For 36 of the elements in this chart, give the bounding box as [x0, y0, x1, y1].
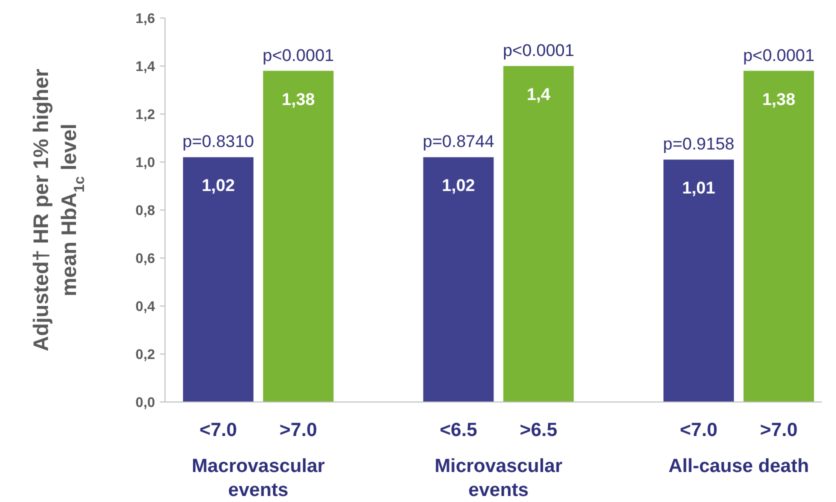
y-tick-label: 1,2: [136, 106, 156, 122]
data-label: 1,38: [282, 90, 315, 109]
bar: [503, 66, 574, 402]
x-tick-label: <7.0: [680, 420, 718, 441]
y-tick-label: 1,4: [136, 58, 156, 74]
x-tick-label: >7.0: [760, 420, 798, 441]
bar: [744, 70, 814, 402]
data-label: 1,02: [442, 176, 476, 196]
annotation: p=0.8310: [182, 132, 254, 152]
y-tick-label: 0,8: [136, 202, 156, 218]
y-tick-label: 0,4: [136, 298, 156, 314]
y-tick-label: 0,0: [136, 394, 156, 410]
x-tick-label: <7.0: [199, 420, 237, 441]
data-label: 1,02: [202, 176, 235, 196]
bar: [183, 157, 254, 402]
text: Microvascular events: [434, 456, 563, 501]
y-tick-label: 1,0: [136, 154, 156, 170]
data-label: 1,4: [526, 85, 551, 104]
x-tick-label: <6.5: [440, 420, 478, 441]
annotation: p<0.0001: [502, 41, 574, 60]
text: Macrovascular events: [192, 456, 326, 501]
annotation: p<0.0001: [743, 46, 814, 65]
data-label: 1,38: [762, 90, 796, 109]
x-tick-label: >6.5: [520, 420, 558, 441]
bar: [423, 157, 494, 402]
data-label: 1,01: [682, 178, 716, 198]
y-tick-label: 0,6: [136, 250, 156, 266]
bar: [663, 160, 734, 402]
annotation: p=0.9158: [662, 134, 734, 154]
bar: [263, 70, 334, 402]
text: All-cause death: [668, 456, 809, 477]
x-tick-label: >7.0: [280, 420, 318, 441]
y-tick-label: 0,2: [136, 346, 156, 362]
annotation: p<0.0001: [262, 46, 334, 65]
annotation: p=0.8744: [422, 132, 494, 152]
y-tick-label: 1,6: [136, 10, 156, 26]
